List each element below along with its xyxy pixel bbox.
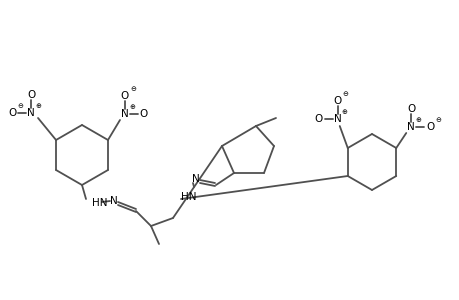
Text: N: N [333, 114, 341, 124]
Text: O: O [425, 122, 433, 132]
Text: ⊕: ⊕ [129, 104, 134, 110]
Text: ⊖: ⊖ [17, 103, 23, 109]
Text: ⊕: ⊕ [341, 109, 347, 115]
Text: ⊕: ⊕ [414, 117, 420, 123]
Text: N: N [110, 196, 118, 206]
Text: O: O [27, 90, 35, 100]
Text: N: N [121, 109, 129, 119]
Text: O: O [121, 91, 129, 101]
Text: O: O [8, 108, 16, 118]
Text: ⊖: ⊖ [342, 91, 348, 97]
Text: ⊕: ⊕ [35, 103, 41, 109]
Text: ⊖: ⊖ [130, 86, 135, 92]
Text: N: N [192, 174, 200, 184]
Text: O: O [333, 96, 341, 106]
Text: O: O [406, 104, 414, 114]
Text: HN: HN [92, 198, 107, 208]
Text: HN: HN [181, 192, 196, 202]
Text: ⊖: ⊖ [434, 117, 440, 123]
Text: N: N [27, 108, 35, 118]
Text: N: N [407, 122, 414, 132]
Text: O: O [140, 109, 148, 119]
Text: O: O [314, 114, 322, 124]
